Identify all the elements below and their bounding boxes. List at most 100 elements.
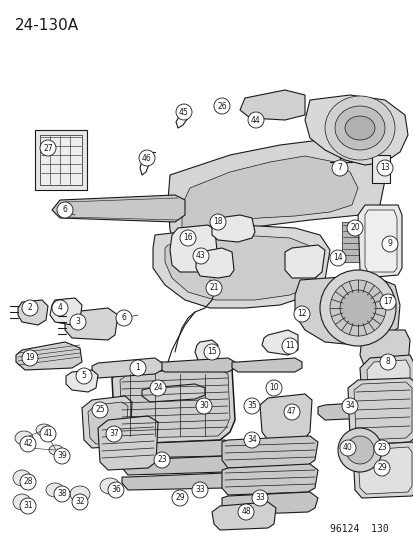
Circle shape	[379, 354, 395, 370]
Text: 20: 20	[349, 223, 359, 232]
Polygon shape	[122, 440, 231, 458]
Text: 33: 33	[254, 494, 264, 503]
Circle shape	[70, 314, 86, 330]
Text: 36: 36	[111, 486, 121, 495]
Text: 44: 44	[251, 116, 260, 125]
Circle shape	[40, 426, 56, 442]
Ellipse shape	[70, 486, 90, 502]
Circle shape	[209, 214, 225, 230]
Ellipse shape	[329, 280, 385, 336]
Polygon shape	[221, 464, 317, 495]
Text: 37: 37	[109, 430, 119, 439]
Text: 9: 9	[387, 239, 392, 248]
Circle shape	[57, 202, 73, 218]
Polygon shape	[153, 225, 329, 308]
Ellipse shape	[49, 445, 63, 455]
Text: 43: 43	[196, 252, 205, 261]
Polygon shape	[195, 248, 233, 278]
Polygon shape	[359, 330, 409, 375]
Polygon shape	[284, 245, 324, 278]
Circle shape	[252, 490, 267, 506]
Circle shape	[192, 248, 209, 264]
Text: 41: 41	[43, 430, 53, 439]
Ellipse shape	[100, 478, 120, 494]
Circle shape	[150, 380, 166, 396]
Polygon shape	[352, 442, 413, 498]
Text: 18: 18	[213, 217, 222, 227]
Text: 16: 16	[183, 233, 192, 243]
Circle shape	[20, 498, 36, 514]
Ellipse shape	[15, 431, 33, 445]
Text: 48: 48	[241, 507, 250, 516]
Text: 23: 23	[157, 456, 166, 464]
Polygon shape	[221, 492, 317, 515]
Circle shape	[108, 482, 124, 498]
Circle shape	[180, 230, 195, 246]
Text: 47: 47	[287, 408, 296, 416]
Text: 5: 5	[81, 372, 86, 381]
Polygon shape	[195, 340, 218, 364]
Polygon shape	[182, 156, 357, 238]
Text: 6: 6	[62, 206, 67, 214]
Polygon shape	[170, 225, 218, 272]
Circle shape	[243, 432, 259, 448]
Circle shape	[192, 482, 207, 498]
Polygon shape	[52, 195, 185, 222]
Circle shape	[243, 398, 259, 414]
Bar	[40, 135, 82, 185]
Text: 31: 31	[23, 502, 33, 511]
Polygon shape	[88, 402, 128, 444]
Polygon shape	[18, 300, 48, 325]
Text: 38: 38	[57, 489, 66, 498]
Polygon shape	[211, 215, 254, 242]
Ellipse shape	[344, 116, 374, 140]
Circle shape	[20, 474, 36, 490]
Circle shape	[22, 300, 38, 316]
Ellipse shape	[319, 270, 395, 346]
Text: 6: 6	[121, 313, 126, 322]
Ellipse shape	[337, 428, 381, 472]
Circle shape	[206, 280, 221, 296]
Circle shape	[379, 294, 395, 310]
Polygon shape	[122, 473, 231, 490]
Circle shape	[237, 504, 254, 520]
Circle shape	[54, 486, 70, 502]
Polygon shape	[364, 210, 396, 272]
Bar	[35, 130, 87, 190]
Polygon shape	[353, 382, 411, 440]
Circle shape	[293, 306, 309, 322]
Polygon shape	[261, 330, 297, 355]
Text: 4: 4	[57, 303, 62, 312]
Text: 34: 34	[344, 401, 354, 410]
Text: 8: 8	[385, 358, 389, 367]
Text: 3: 3	[76, 318, 80, 327]
Circle shape	[72, 494, 88, 510]
Polygon shape	[50, 298, 82, 325]
Text: 34: 34	[247, 435, 256, 445]
Bar	[371, 155, 389, 183]
Text: 45: 45	[179, 108, 188, 117]
Polygon shape	[142, 384, 204, 402]
Text: 40: 40	[342, 443, 352, 453]
Text: 27: 27	[43, 143, 53, 152]
Polygon shape	[158, 358, 235, 372]
Polygon shape	[122, 456, 231, 475]
Text: 24-130A: 24-130A	[15, 18, 79, 33]
Circle shape	[373, 460, 389, 476]
Polygon shape	[294, 275, 399, 345]
Text: 1: 1	[135, 364, 140, 373]
Circle shape	[176, 104, 192, 120]
Text: 24: 24	[153, 384, 162, 392]
Circle shape	[171, 490, 188, 506]
Circle shape	[130, 360, 146, 376]
Text: 2: 2	[28, 303, 32, 312]
Circle shape	[341, 398, 357, 414]
Circle shape	[381, 236, 397, 252]
Circle shape	[346, 220, 362, 236]
Circle shape	[52, 300, 68, 316]
Polygon shape	[317, 402, 377, 420]
Ellipse shape	[46, 483, 64, 497]
Ellipse shape	[345, 436, 373, 464]
Ellipse shape	[334, 106, 384, 150]
Polygon shape	[359, 355, 413, 408]
